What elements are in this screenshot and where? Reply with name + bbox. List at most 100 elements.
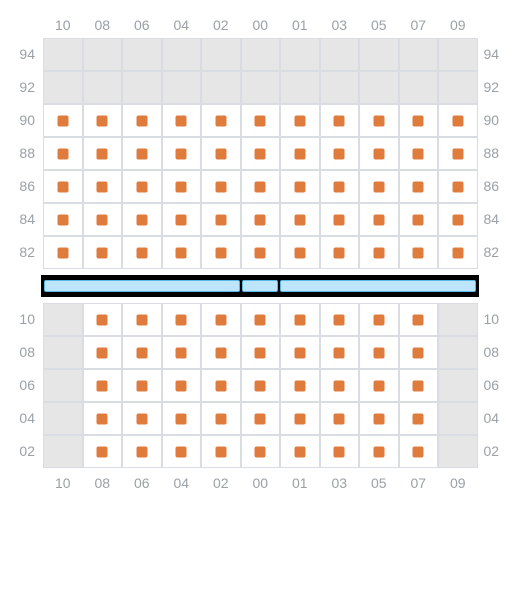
grid-cell: [438, 170, 478, 203]
col-label-bottom: 05: [364, 475, 394, 491]
col-label-bottom: 00: [245, 475, 275, 491]
grid-cell: [241, 236, 281, 269]
grid-cell: [438, 303, 478, 336]
heatmap-grid-chart: 1008060402000103050709949492929090888886…: [0, 0, 520, 600]
grid-cell: [83, 402, 123, 435]
divider-segment: [280, 280, 476, 292]
grid-cell: [201, 435, 241, 468]
data-marker: [294, 181, 305, 192]
col-label-bottom: 02: [206, 475, 236, 491]
grid-cell: [280, 435, 320, 468]
grid-cell: [43, 170, 83, 203]
data-marker: [176, 181, 187, 192]
col-label-top: 05: [364, 17, 394, 33]
data-marker: [373, 347, 384, 358]
grid-cell: [280, 38, 320, 71]
row-label-left: 86: [9, 178, 35, 194]
data-marker: [413, 314, 424, 325]
grid-cell: [320, 435, 360, 468]
data-marker: [334, 413, 345, 424]
data-marker: [294, 314, 305, 325]
grid-cell: [122, 369, 162, 402]
data-marker: [215, 148, 226, 159]
row-label-left: 06: [9, 377, 35, 393]
col-label-top: 01: [285, 17, 315, 33]
grid-cell: [162, 336, 202, 369]
grid-cell: [399, 435, 439, 468]
data-marker: [294, 380, 305, 391]
data-marker: [334, 214, 345, 225]
grid-cell: [201, 236, 241, 269]
grid-cell: [162, 236, 202, 269]
grid-cell: [201, 137, 241, 170]
col-label-top: 07: [403, 17, 433, 33]
grid-cell: [241, 71, 281, 104]
data-marker: [294, 214, 305, 225]
row-label-left: 88: [9, 145, 35, 161]
data-marker: [334, 380, 345, 391]
grid-cell: [320, 137, 360, 170]
col-label-top: 02: [206, 17, 236, 33]
data-marker: [373, 214, 384, 225]
grid-cell: [122, 336, 162, 369]
grid-cell: [399, 303, 439, 336]
grid-cell: [280, 71, 320, 104]
data-marker: [255, 314, 266, 325]
grid-cell: [201, 303, 241, 336]
data-marker: [215, 347, 226, 358]
data-marker: [294, 413, 305, 424]
grid-cell: [438, 203, 478, 236]
data-marker: [97, 148, 108, 159]
grid-cell: [280, 236, 320, 269]
data-marker: [176, 214, 187, 225]
grid-cell: [280, 137, 320, 170]
grid-cell: [399, 137, 439, 170]
grid-cell: [43, 71, 83, 104]
grid-cell: [241, 369, 281, 402]
grid-cell: [399, 236, 439, 269]
data-marker: [413, 413, 424, 424]
grid-cell: [320, 104, 360, 137]
data-marker: [97, 214, 108, 225]
grid-cell: [241, 435, 281, 468]
data-marker: [176, 380, 187, 391]
data-marker: [452, 148, 463, 159]
col-label-bottom: 04: [166, 475, 196, 491]
grid-cell: [201, 369, 241, 402]
grid-cell: [122, 303, 162, 336]
data-marker: [136, 413, 147, 424]
col-label-bottom: 01: [285, 475, 315, 491]
grid-cell: [280, 170, 320, 203]
row-label-right: 04: [484, 410, 510, 426]
grid-cell: [320, 236, 360, 269]
data-marker: [373, 115, 384, 126]
grid-cell: [280, 203, 320, 236]
grid-cell: [43, 137, 83, 170]
data-marker: [452, 214, 463, 225]
grid-cell: [399, 104, 439, 137]
data-marker: [373, 413, 384, 424]
data-marker: [413, 347, 424, 358]
data-marker: [413, 181, 424, 192]
grid-cell: [359, 137, 399, 170]
grid-cell: [43, 203, 83, 236]
data-marker: [413, 446, 424, 457]
data-marker: [57, 181, 68, 192]
grid-cell: [43, 336, 83, 369]
grid-cell: [83, 38, 123, 71]
data-marker: [97, 314, 108, 325]
data-marker: [452, 115, 463, 126]
grid-cell: [201, 104, 241, 137]
grid-cell: [162, 137, 202, 170]
grid-cell: [438, 104, 478, 137]
data-marker: [255, 181, 266, 192]
grid-cell: [83, 435, 123, 468]
data-marker: [57, 115, 68, 126]
grid-cell: [122, 236, 162, 269]
data-marker: [136, 380, 147, 391]
data-marker: [215, 115, 226, 126]
grid-cell: [83, 137, 123, 170]
row-label-left: 92: [9, 79, 35, 95]
grid-cell: [201, 170, 241, 203]
data-marker: [334, 247, 345, 258]
